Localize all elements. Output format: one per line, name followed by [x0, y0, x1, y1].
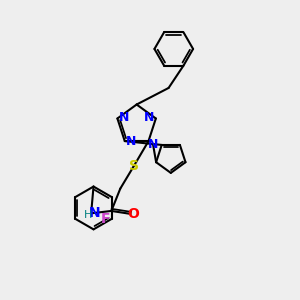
Text: F: F — [101, 212, 110, 226]
Text: N: N — [144, 110, 154, 124]
Text: S: S — [129, 159, 139, 173]
Text: H: H — [83, 210, 92, 220]
Text: N: N — [126, 135, 136, 148]
Text: N: N — [119, 110, 129, 124]
Text: N: N — [148, 138, 158, 151]
Text: O: O — [127, 207, 139, 221]
Text: N: N — [89, 206, 100, 220]
